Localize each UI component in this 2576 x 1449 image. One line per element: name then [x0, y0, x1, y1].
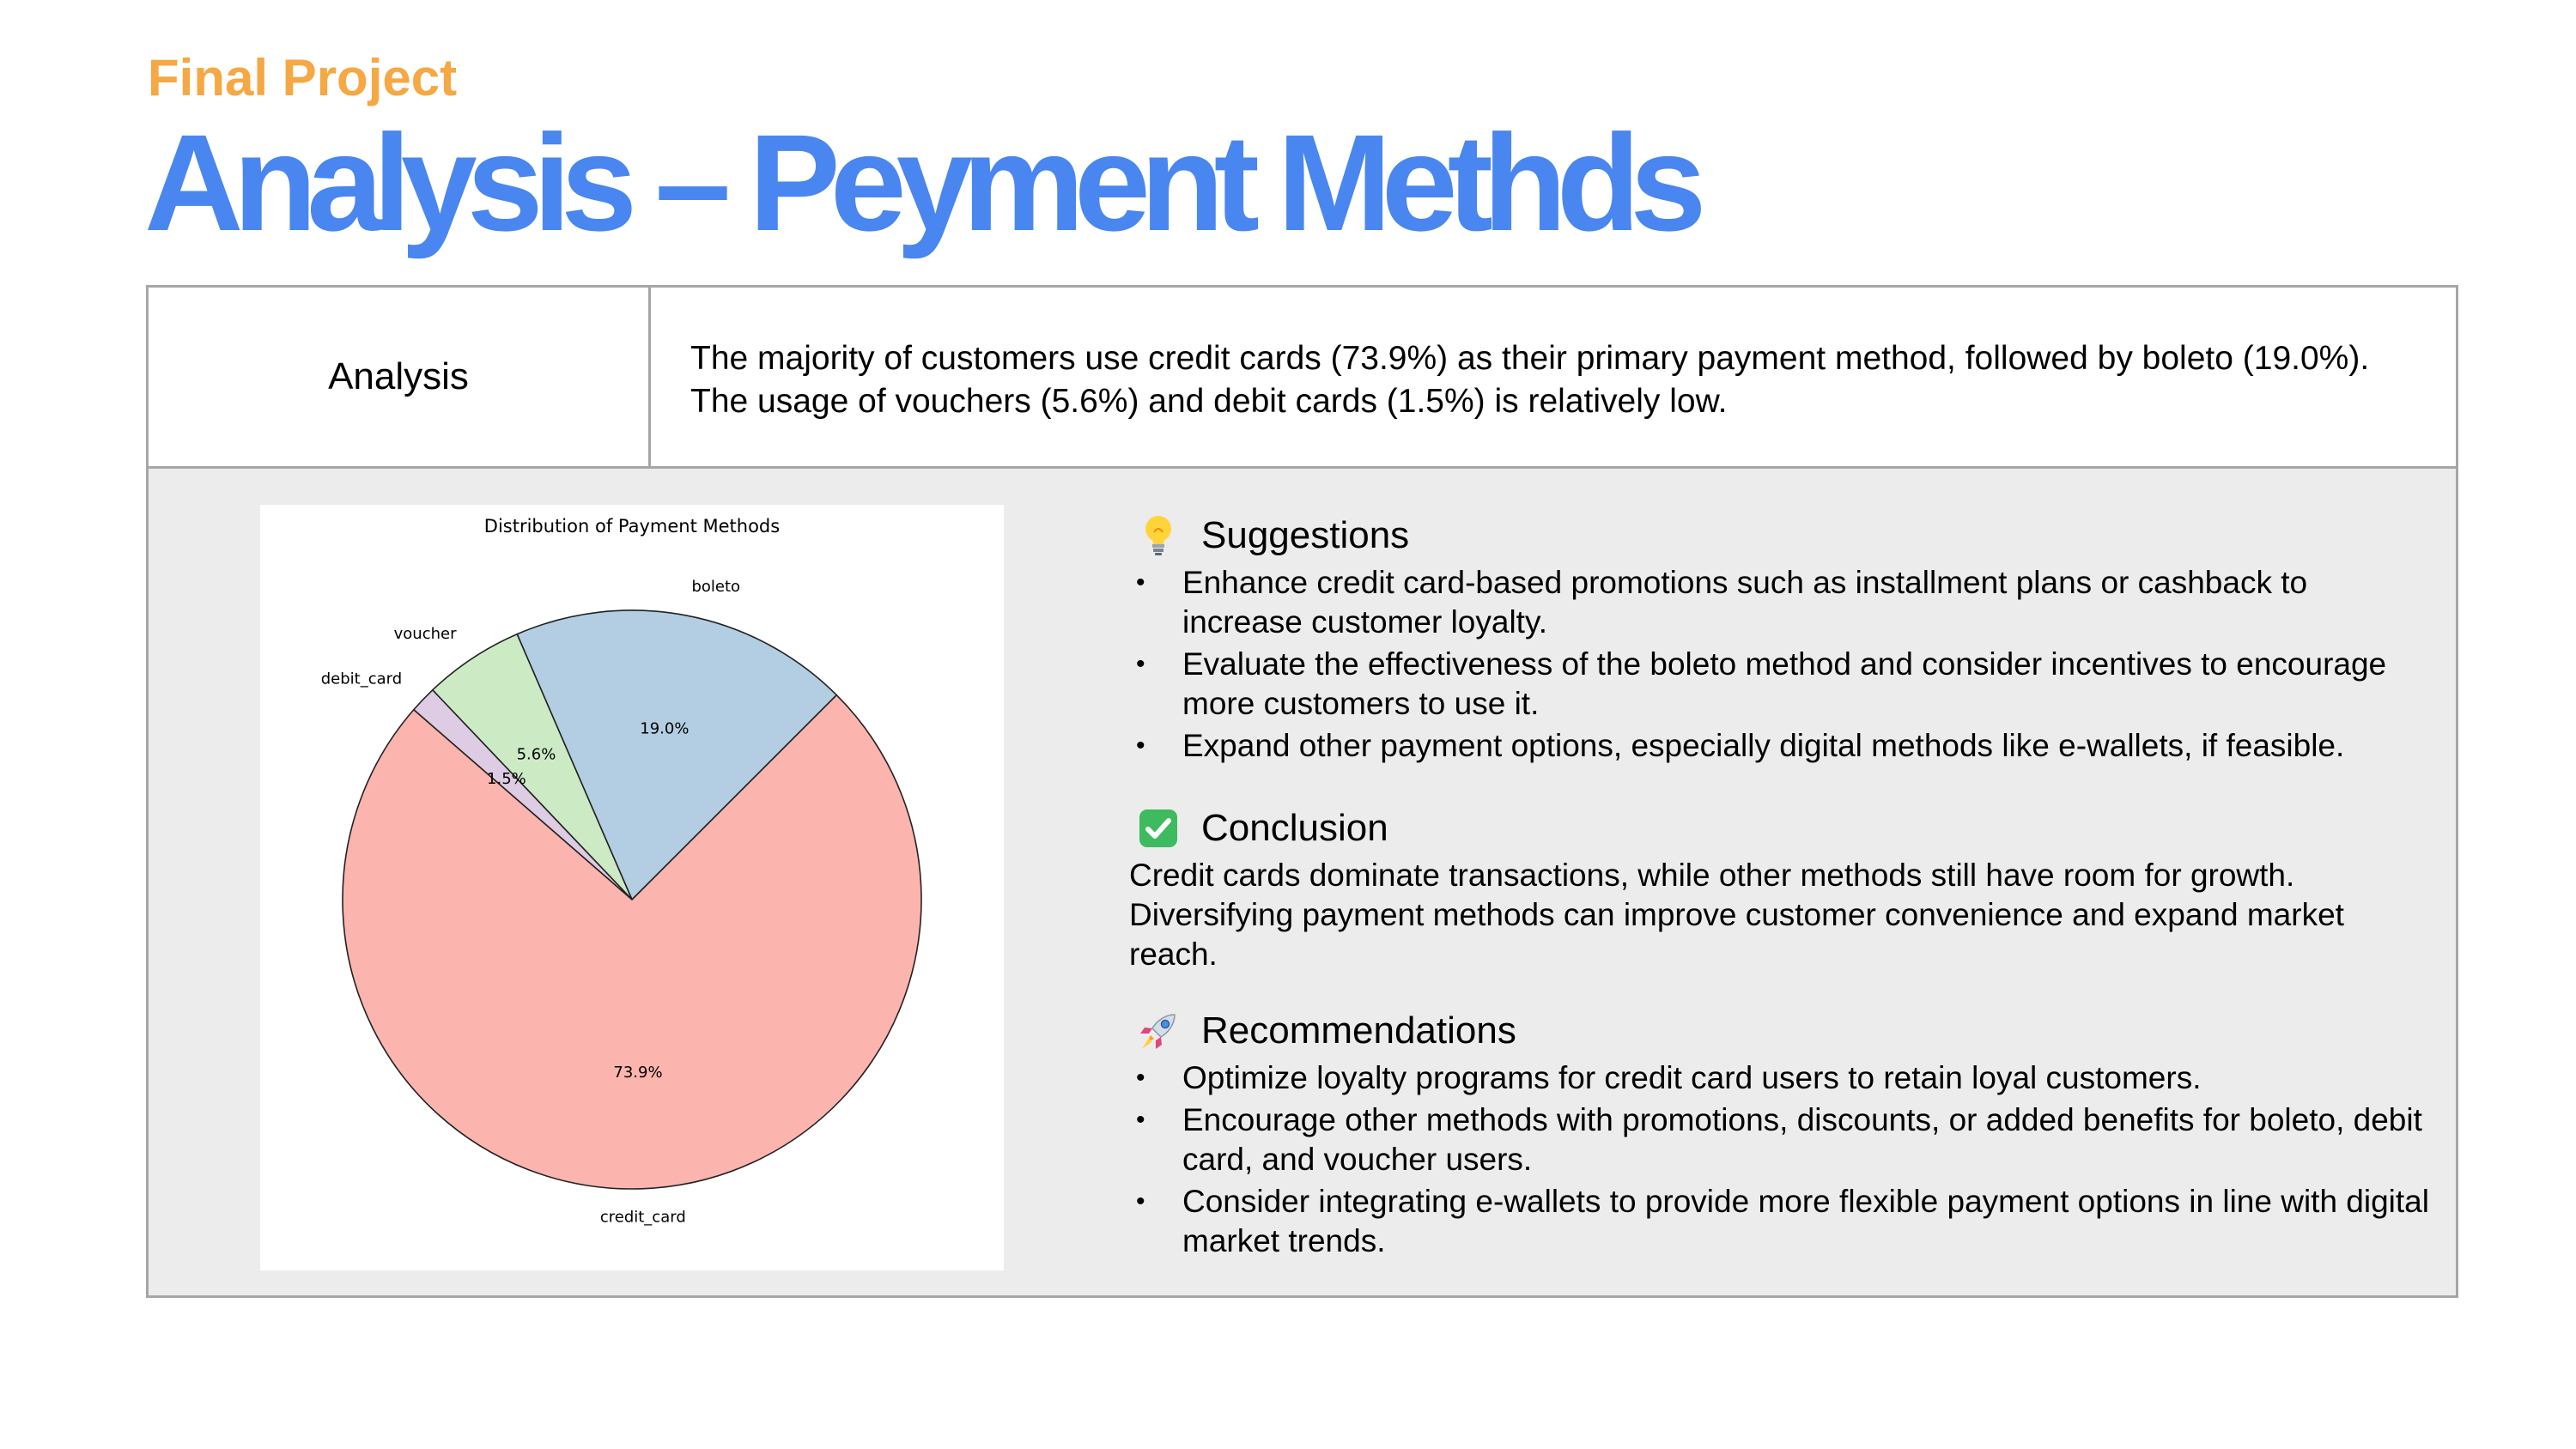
slice-label-boleto: boleto: [691, 578, 740, 596]
conclusion-title: Conclusion: [1201, 807, 1388, 849]
slice-label-credit-card: credit_card: [600, 1208, 686, 1226]
recommendation-text: Consider integrating e-wallets to provid…: [1182, 1184, 2429, 1258]
recommendation-text: Encourage other methods with promotions,…: [1182, 1102, 2422, 1177]
list-item: • Optimize loyalty programs for credit ca…: [1136, 1060, 2202, 1095]
suggestions-list: • Enhance credit card-based promotions su…: [1129, 563, 2434, 766]
slice-percent-credit-card: 73.9%: [613, 1064, 662, 1082]
lightbulb-icon: [1134, 512, 1182, 560]
slice-label-debit-card: debit_card: [321, 670, 402, 688]
slice-percent-debit-card: 1.5%: [487, 770, 526, 788]
recommendations-title: Recommendations: [1201, 1009, 1516, 1052]
pie-slice-boleto: [516, 609, 838, 901]
conclusion-text: Credit cards dominate transactions, whil…: [1129, 858, 2344, 972]
insights-column: Suggestions • Enhance credit card-based p…: [1129, 512, 2434, 1264]
analysis-text: The majority of customers use credit car…: [690, 340, 2370, 420]
analysis-table: Analysis The majority of customers use c…: [146, 285, 2458, 469]
list-item: • Enhance credit card-based promotions su…: [1136, 565, 2308, 640]
list-item: • Consider integrating e-wallets to provi…: [1136, 1184, 2429, 1258]
conclusion-heading: Conclusion: [1129, 804, 2434, 852]
check-mark-icon: [1134, 804, 1182, 852]
recommendations-heading: Recommendations: [1129, 1007, 2434, 1055]
suggestions-heading: Suggestions: [1129, 512, 2434, 560]
suggestion-text: Enhance credit card-based promotions suc…: [1182, 565, 2308, 640]
chart-title: Distribution of Payment Methods: [484, 516, 780, 537]
slice-percent-voucher: 5.6%: [517, 745, 556, 763]
suggestions-title: Suggestions: [1201, 514, 1410, 556]
slice-percent-boleto: 19.0%: [640, 719, 689, 737]
slice-label-voucher: voucher: [394, 625, 457, 643]
recommendations-list: • Optimize loyalty programs for credit ca…: [1129, 1058, 2434, 1261]
analysis-label: Analysis: [149, 288, 651, 466]
list-item: • Expand other payment options, especiall…: [1136, 728, 2345, 763]
pie-slice-credit-card: [342, 694, 922, 1190]
list-item: • Evaluate the effectiveness of the bolet…: [1136, 646, 2387, 721]
slide-subtitle: Final Project: [148, 49, 458, 106]
suggestion-text: Expand other payment options, especially…: [1182, 728, 2345, 763]
recommendation-text: Optimize loyalty programs for credit car…: [1182, 1060, 2202, 1095]
slide-title: Analysis – Peyment Methds: [144, 106, 1706, 259]
rocket-icon: [1134, 1007, 1182, 1055]
list-item: • Encourage other methods with promotions…: [1136, 1102, 2422, 1177]
suggestion-text: Evaluate the effectiveness of the boleto…: [1182, 646, 2387, 721]
content-panel: Distribution of Payment Methods boleto 19…: [146, 469, 2458, 1298]
pie-chart: Distribution of Payment Methods boleto 19…: [260, 505, 1004, 1270]
